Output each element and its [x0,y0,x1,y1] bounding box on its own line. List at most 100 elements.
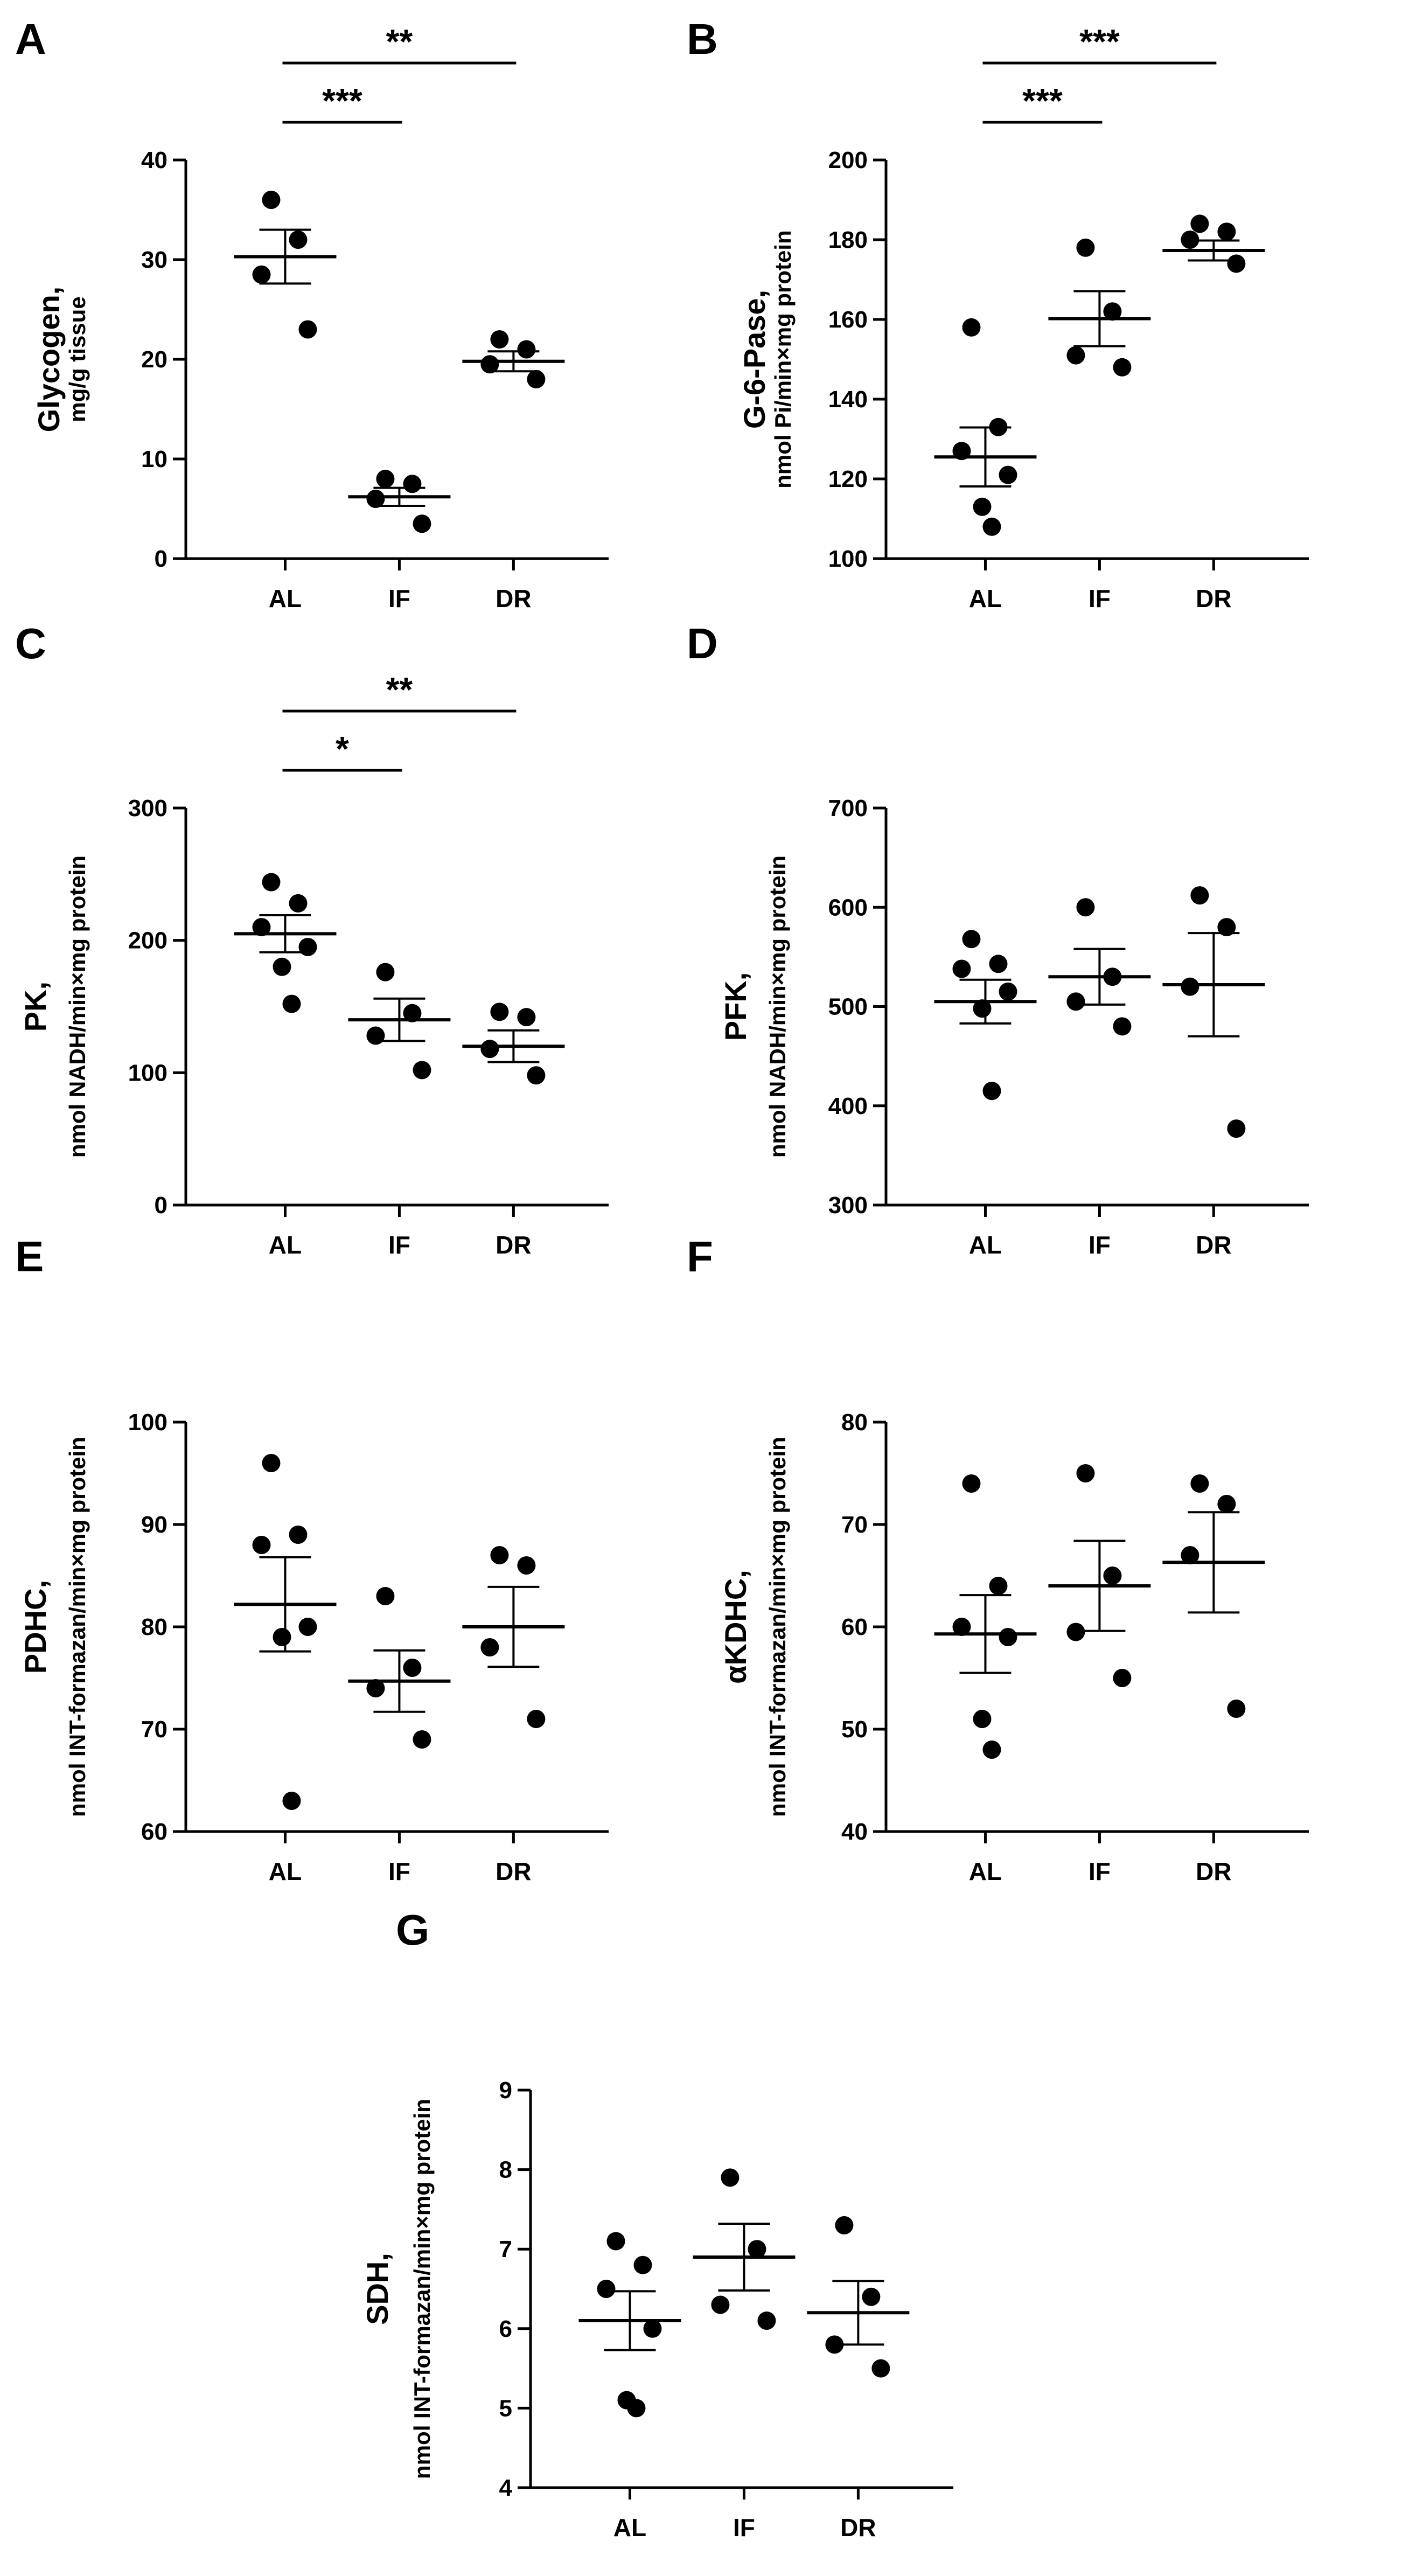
data-point [1103,302,1122,321]
data-point [973,999,992,1018]
data-point [1227,1119,1246,1138]
data-point [962,1474,981,1493]
y-axis-title: PFK, [719,972,752,1041]
x-tick-label: AL [969,1857,1002,1885]
data-point [721,2168,740,2187]
y-tick-label: 160 [828,307,868,333]
y-axis-unit: mg/g tissue [65,296,90,422]
y-tick-label: 10 [141,446,168,472]
data-point [273,957,291,976]
data-point [1076,1464,1095,1482]
x-tick-label: IF [1089,584,1111,612]
panel-G: G 4 5 6 7 8 9 AL IF DR SDH, nmol INT-formazan/min×m… [360,1906,953,2542]
data-point [413,1061,431,1080]
x-tick-label: AL [613,2514,646,2542]
data-point [262,1454,281,1472]
y-tick-label: 9 [499,2077,512,2104]
data-point [989,1577,1008,1595]
panel-letter-C: C [15,619,46,667]
panel-F: F 40 50 60 70 80 AL IF DR αKDHC, nmol INT-formazan… [687,1233,1309,1885]
data-point [480,1638,499,1656]
data-point [376,1587,395,1605]
data-point [597,2280,616,2298]
data-point [376,470,395,488]
y-axis-title: αKDHC, [719,1570,752,1684]
y-tick-label: 300 [128,795,168,821]
data-point [1181,1546,1199,1564]
data-point [999,982,1017,1001]
y-tick-label: 8 [499,2157,512,2183]
data-point [962,318,981,337]
data-point [1227,1700,1246,1718]
y-tick-label: 100 [128,1060,168,1086]
significance-label: *** [322,81,362,120]
data-point [973,1710,992,1728]
x-tick-label: AL [269,1231,302,1259]
data-point [366,490,385,508]
data-point [871,2359,890,2378]
x-tick-label: DR [1196,584,1231,612]
data-point [982,1082,1001,1101]
data-point [298,937,317,956]
data-point [289,231,308,249]
y-tick-label: 80 [141,1614,168,1640]
data-point [1217,918,1236,937]
data-point [1190,886,1209,905]
data-point [252,265,271,284]
data-point [517,340,536,359]
data-point [982,517,1001,536]
panel-letter-A: A [15,15,46,63]
data-point [490,1002,509,1021]
x-tick-label: DR [1196,1857,1231,1885]
data-point [633,2255,652,2274]
x-tick-label: AL [969,584,1002,612]
y-tick-label: 200 [828,147,868,173]
data-point [1113,1669,1132,1687]
data-point [262,191,281,209]
data-point [252,1536,271,1554]
significance-label: ** [386,670,413,709]
data-point [413,1730,431,1749]
data-point [1066,346,1085,365]
y-tick-label: 70 [141,1716,168,1743]
x-tick-label: IF [733,2514,755,2542]
y-tick-label: 7 [499,2236,512,2262]
y-tick-label: 100 [828,546,868,572]
x-tick-label: IF [1089,1857,1111,1885]
y-tick-label: 40 [841,1819,868,1845]
y-tick-label: 600 [828,894,868,921]
data-point [835,2216,854,2234]
y-tick-label: 200 [128,928,168,954]
data-point [262,873,281,892]
y-tick-label: 5 [499,2395,512,2421]
data-point [999,465,1017,484]
y-tick-label: 120 [828,466,868,492]
y-tick-label: 700 [828,795,868,821]
data-point [366,1026,385,1045]
x-tick-label: DR [496,1857,531,1885]
y-axis-unit: nmol INT-formazan/min×mg protein [65,1437,90,1817]
data-point [1076,238,1095,257]
data-point [298,1618,317,1636]
data-point [862,2287,881,2306]
data-point [376,963,395,981]
significance-label: *** [1079,22,1120,61]
data-point [1113,358,1132,377]
y-tick-label: 20 [141,346,168,373]
y-tick-label: 40 [141,147,168,173]
data-point [627,2399,646,2418]
data-point [1066,992,1085,1011]
data-point [1190,1474,1209,1493]
y-tick-label: 90 [141,1512,168,1538]
y-tick-label: 400 [828,1093,868,1119]
y-tick-label: 30 [141,247,168,273]
x-tick-label: DR [840,2514,876,2542]
panel-letter-F: F [687,1233,713,1280]
y-tick-label: 4 [499,2475,513,2501]
data-point [403,1659,422,1677]
y-tick-label: 300 [828,1192,868,1219]
data-point [643,2319,662,2338]
data-point [403,475,422,493]
x-tick-label: DR [496,584,531,612]
